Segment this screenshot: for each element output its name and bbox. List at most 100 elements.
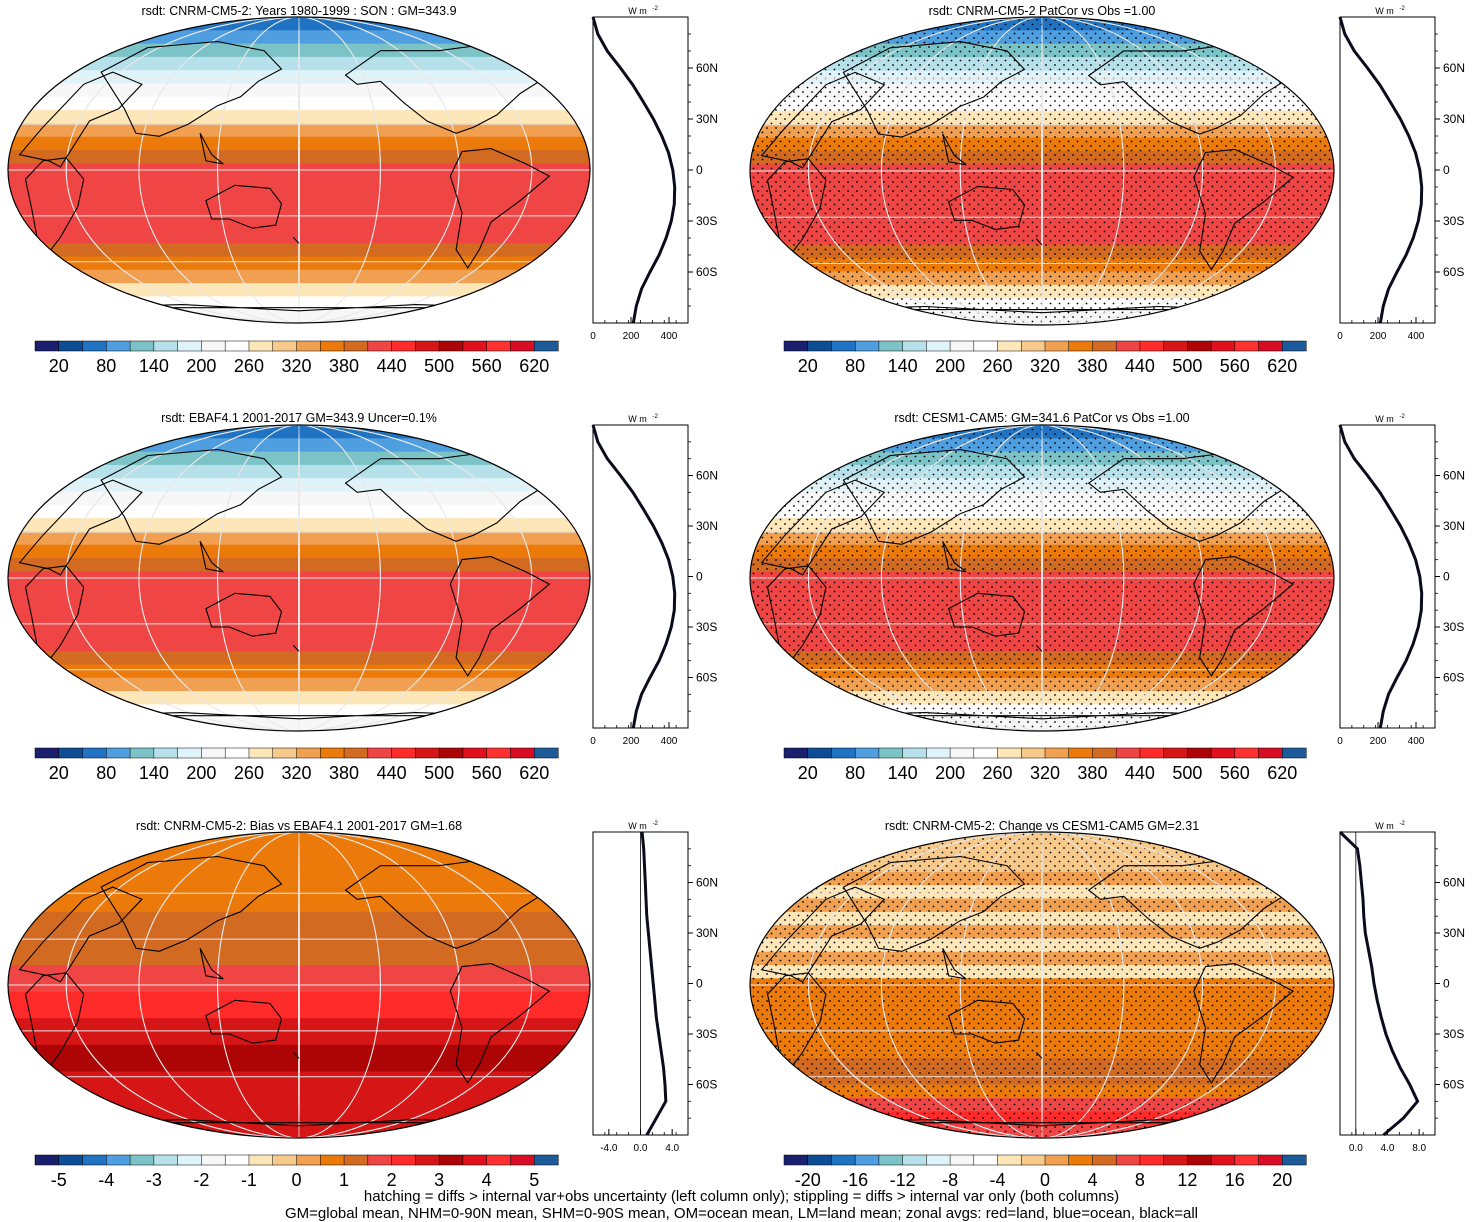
lat-tick-label: 30N [1443, 519, 1465, 533]
colorbar-tick-label: 380 [329, 763, 359, 783]
profile-x-tick: -4.0 [600, 1143, 618, 1154]
graticule-meridian [138, 425, 460, 731]
colorbar-tick-label: -5 [51, 1170, 67, 1190]
colorbar-swatch [462, 747, 488, 759]
colorbar-swatch [1092, 747, 1117, 759]
colorbar-swatch [854, 747, 880, 759]
coastline [100, 448, 283, 545]
colorbar-swatch [902, 747, 927, 759]
colorbar-tick-label: 440 [1125, 356, 1155, 376]
graticule-meridian [807, 425, 1277, 731]
colorbar-tick-label: 2 [387, 1170, 397, 1190]
coastline [842, 448, 1026, 545]
colorbar-tick-label: 0 [1040, 1170, 1050, 1190]
zonal-mean-line [640, 831, 668, 1136]
map-border [7, 16, 591, 324]
profile-x-tick: 0 [590, 736, 596, 747]
profile-unit: W m [628, 6, 647, 16]
colorbar-tick-label: 80 [96, 356, 116, 376]
lat-tick-label: 30S [696, 620, 717, 634]
coastline [766, 565, 827, 662]
colorbar-swatch [248, 747, 274, 759]
colorbar-tick-label: 20 [798, 356, 818, 376]
lat-tick-label: 60N [1443, 469, 1465, 483]
colorbar-swatch [533, 340, 559, 352]
colorbar-tick-label: 620 [519, 356, 549, 376]
colorbar-swatch [153, 747, 179, 759]
map-border [749, 16, 1335, 326]
colorbar-tick-label: 16 [1225, 1170, 1245, 1190]
colorbar-swatch [438, 747, 464, 759]
colorbar-swatch [1187, 1154, 1212, 1166]
coastline [199, 541, 224, 573]
colorbar-swatch [949, 340, 975, 352]
colorbar-swatch [902, 340, 927, 352]
colorbar: 20 80 140 200 260 320 380 440 500 560 620 [34, 340, 559, 376]
colorbar-swatch [1044, 747, 1070, 759]
colorbar-tick-label: 380 [1077, 356, 1107, 376]
colorbar-swatch [415, 747, 440, 759]
colorbar-swatch [1258, 340, 1283, 352]
colorbar-swatch [177, 747, 202, 759]
colorbar-tick-label: 320 [1030, 356, 1060, 376]
colorbar-tick-label: 20 [1272, 1170, 1292, 1190]
profile-unit: W m [628, 821, 647, 831]
graticule-meridian [1041, 832, 1043, 1138]
colorbar-tick-label: 560 [472, 356, 502, 376]
profile-unit: W m [1375, 6, 1394, 16]
coastline [760, 479, 886, 576]
lat-tick-label: 60S [1443, 671, 1464, 685]
colorbar-swatch [1115, 747, 1141, 759]
zonal-mean-line [1338, 830, 1420, 1137]
colorbar-swatch [129, 1154, 155, 1166]
map-border [749, 424, 1335, 732]
panel-title: rsdt: CNRM-CM5-2 PatCor vs Obs =1.00 [929, 4, 1156, 18]
colorbar-swatch [1258, 1154, 1283, 1166]
colorbar-swatch [82, 340, 107, 352]
graticule-meridian [880, 832, 1204, 1138]
colorbar-swatch [201, 747, 226, 759]
colorbar-swatch [58, 1154, 84, 1166]
coastline [449, 963, 551, 1084]
coastline [1087, 44, 1294, 135]
coastline [18, 886, 143, 983]
profile-x-tick: 200 [1370, 736, 1387, 747]
graticule-meridian [138, 832, 460, 1138]
map-border [749, 831, 1335, 1139]
graticule-meridian [1041, 17, 1043, 325]
graticule-meridian [65, 17, 533, 323]
profile-x-tick: 400 [661, 736, 678, 747]
colorbar-swatch [177, 1154, 202, 1166]
coastline [344, 858, 551, 949]
panel-title: rsdt: CNRM-CM5-2: Years 1980-1999 : SON … [141, 4, 456, 18]
zonal-profile: 60N 30N 0 30S 60S 0.0 4.0 8.0 W m -2 [1338, 821, 1465, 1154]
colorbar-swatch [1021, 747, 1046, 759]
graticule-meridian [959, 832, 1125, 1138]
svg-text:-2: -2 [653, 6, 659, 12]
lat-tick-label: 0 [1443, 570, 1450, 584]
colorbar-swatch [878, 340, 904, 352]
coastline [1087, 451, 1294, 542]
colorbar-swatch [415, 340, 440, 352]
colorbar-tick-label: 380 [1077, 763, 1107, 783]
colorbar-swatch [926, 340, 951, 352]
profile-x-tick: 4.0 [665, 1143, 679, 1154]
coastline [1193, 963, 1295, 1084]
coastline [205, 184, 283, 229]
profile-x-tick: 0 [590, 331, 596, 342]
lat-tick-label: 30S [696, 1027, 717, 1041]
colorbar-swatch [510, 1154, 535, 1166]
graticule-meridian [298, 425, 300, 731]
colorbar-swatch [926, 1154, 951, 1166]
colorbar-swatch [296, 1154, 321, 1166]
colorbar-swatch [320, 1154, 345, 1166]
colorbar-swatch [1210, 1154, 1236, 1166]
lat-tick-label: 30N [696, 519, 718, 533]
colorbar-tick-label: 80 [96, 763, 116, 783]
colorbar-tick-label: 140 [888, 763, 918, 783]
panel-title: rsdt: CNRM-CM5-2: Bias vs EBAF4.1 2001-2… [136, 819, 462, 833]
zonal-mean-line [1338, 424, 1424, 729]
colorbar-swatch [58, 340, 84, 352]
map-field [8, 17, 590, 323]
graticule-meridian [880, 17, 1204, 325]
